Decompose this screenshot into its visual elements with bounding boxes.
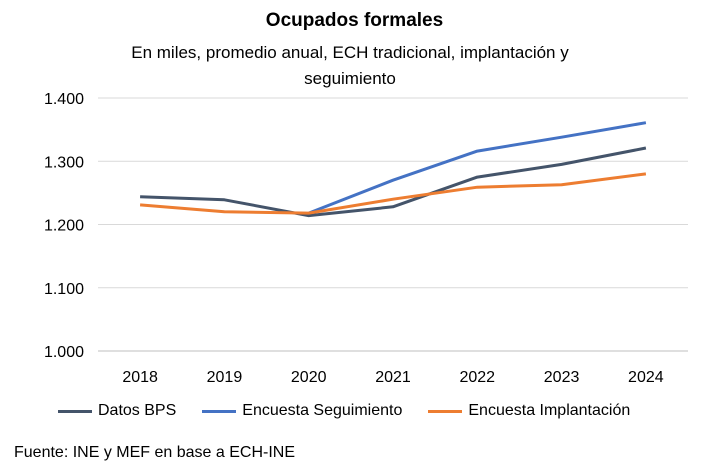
chart-title: Ocupados formales: [265, 10, 444, 31]
y-tick-label: 1.200: [44, 218, 84, 235]
legend-swatch: [202, 409, 237, 413]
chart-subtitle: En miles, promedio anual, ECH tradiciona…: [131, 43, 569, 88]
y-tick-label: 1.300: [44, 154, 84, 171]
legend-label: Datos BPS: [98, 402, 177, 419]
series-lines: [139, 121, 647, 218]
legend-label: Encuesta Seguimiento: [242, 402, 403, 419]
legend-item-encuesta-seguimiento: Encuesta Seguimiento: [202, 402, 402, 420]
x-tick-label: 2022: [459, 369, 495, 386]
legend-item-encuesta-implantacion: Encuesta Implantación: [428, 402, 630, 420]
gridlines: [98, 97, 688, 352]
source-note: Fuente: INE y MEF en base a ECH-INE: [14, 444, 295, 461]
x-tick-label: 2020: [291, 369, 327, 386]
x-tick-label: 2023: [544, 369, 580, 386]
legend-label: Encuesta Implantación: [468, 402, 631, 419]
x-tick-label: 2019: [207, 369, 243, 386]
series-line-encuesta-implantaci-n: [139, 172, 647, 215]
y-axis-ticks: 1.000 1.100 1.200 1.300 1.400: [44, 91, 84, 361]
x-tick-label: 2018: [122, 369, 158, 386]
x-axis-ticks: 2018 2019 2020 2021 2022 2023 2024: [122, 369, 663, 386]
y-tick-label: 1.000: [44, 344, 84, 361]
series-line-encuesta-seguimiento: [308, 121, 647, 215]
x-tick-label: 2024: [628, 369, 664, 386]
legend-swatch: [58, 409, 92, 413]
y-tick-label: 1.400: [44, 91, 84, 108]
series-line-datos-bps: [140, 146, 647, 218]
y-tick-label: 1.100: [44, 281, 84, 298]
legend-item-datos-bps: Datos BPS: [58, 402, 176, 420]
legend-swatch: [428, 409, 463, 413]
x-tick-label: 2021: [375, 369, 411, 386]
legend: Datos BPS Encuesta Seguimiento Encuesta …: [58, 402, 656, 420]
